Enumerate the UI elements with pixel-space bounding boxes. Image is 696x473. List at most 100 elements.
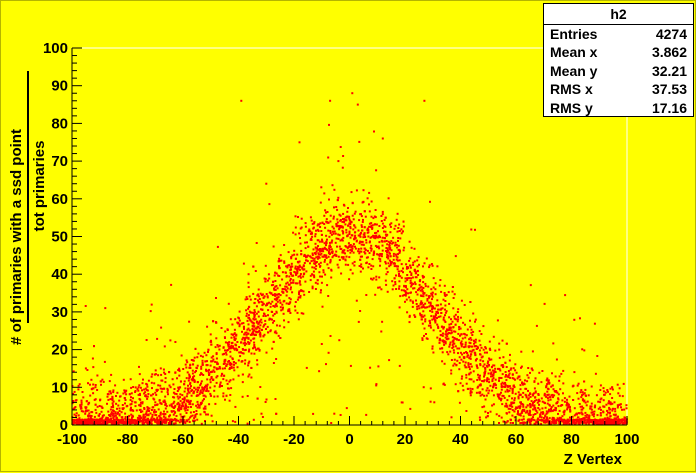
data-point [136,422,139,425]
data-point [465,382,468,385]
data-point [160,390,163,393]
data-point [156,416,159,419]
data-point [419,314,422,317]
data-point [563,411,566,414]
data-point [345,255,348,258]
data-point [482,365,485,368]
data-point [623,422,626,425]
data-point [556,391,559,394]
data-point [417,274,420,276]
data-point [491,378,494,381]
data-point [187,390,190,393]
data-point [332,215,335,218]
data-point [590,421,593,423]
data-point [504,390,507,393]
data-point [431,294,434,296]
data-point [419,312,422,315]
data-point [566,422,569,425]
data-point [456,347,459,350]
data-point [339,225,342,227]
data-point [234,362,237,365]
data-point [452,364,455,367]
data-point [363,210,366,213]
data-point [112,391,115,394]
data-point [233,347,235,350]
data-point [524,393,527,396]
data-point [314,235,317,238]
data-point [93,345,95,348]
data-point [192,411,195,413]
data-point [502,356,505,359]
data-point [102,419,105,422]
data-point [286,290,289,293]
data-point [131,400,134,403]
data-point [236,341,239,343]
data-point [94,408,97,411]
data-point [616,383,619,386]
data-point [87,382,89,385]
data-point [224,337,226,339]
data-point [551,418,554,421]
data-point [385,273,388,276]
data-point [343,220,346,223]
data-point [456,359,459,362]
data-point [317,245,319,248]
data-point [229,347,232,350]
data-point [437,308,440,311]
data-point [397,253,399,256]
data-point [202,407,205,410]
data-point [387,262,390,265]
data-point [613,418,616,421]
data-point [150,381,153,384]
data-point [244,359,247,362]
data-point [445,338,448,341]
data-point [298,141,301,144]
data-point [320,233,323,236]
data-point [396,246,399,249]
data-point [504,381,506,384]
data-point [563,397,566,400]
data-point [419,301,422,304]
data-point [345,245,348,248]
data-point [420,295,423,297]
data-point [144,415,147,418]
data-point [205,385,208,388]
data-point [347,224,350,227]
data-point [509,407,512,410]
data-point [325,254,328,257]
data-point [254,346,256,349]
data-point [252,418,255,421]
data-point [517,391,520,394]
data-point [234,318,237,321]
data-point [329,230,332,232]
data-point [82,396,85,399]
data-point [167,393,169,396]
data-point [486,378,489,381]
data-point [183,383,186,386]
data-point [259,386,262,388]
data-point [511,405,514,408]
data-point [358,242,361,245]
data-point [266,295,269,298]
data-point [285,302,288,305]
data-point [527,397,530,400]
data-point [326,284,329,287]
data-point [346,249,349,252]
data-point [544,402,546,405]
data-point [349,364,352,367]
data-point [314,288,317,290]
data-point [384,230,387,233]
data-point [319,291,322,294]
data-point [117,418,120,421]
data-point [98,421,101,424]
data-point [431,310,434,313]
data-point [577,422,580,425]
data-point [375,383,378,386]
data-point [454,345,457,348]
data-point [378,234,381,237]
data-point [295,273,297,276]
data-point [180,420,183,423]
data-point [537,418,540,421]
data-point [600,408,602,411]
data-point [353,260,356,263]
